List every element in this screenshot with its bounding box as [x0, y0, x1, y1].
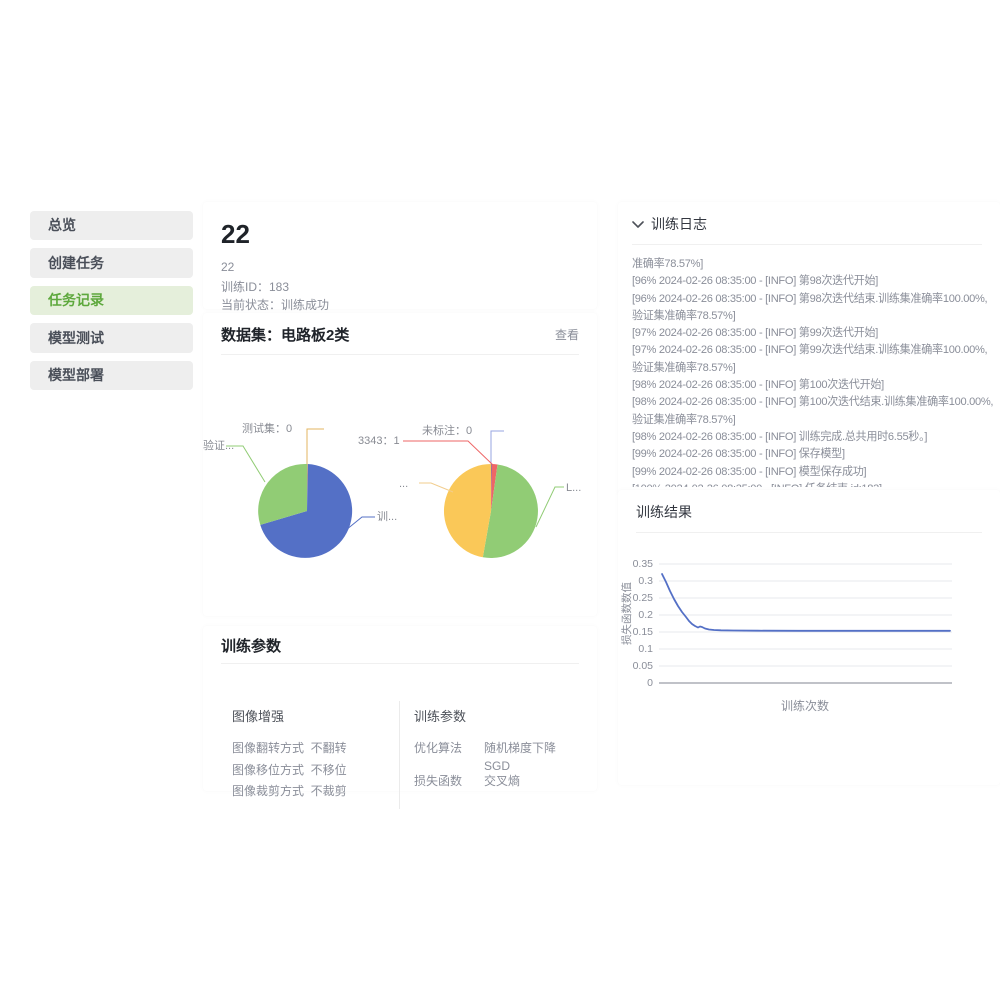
svg-text:训...: 训... [377, 510, 397, 523]
svg-text:0.05: 0.05 [633, 660, 654, 672]
svg-text:3343：1: 3343：1 [358, 435, 400, 447]
svg-text:损失函数数值: 损失函数数值 [620, 582, 633, 645]
svg-text:0: 0 [647, 677, 653, 689]
svg-text:0.1: 0.1 [638, 643, 653, 655]
svg-text:0.2: 0.2 [638, 609, 653, 621]
svg-text:0.15: 0.15 [633, 626, 654, 638]
svg-text:0.25: 0.25 [633, 592, 654, 604]
svg-text:未标注：0: 未标注：0 [422, 423, 472, 437]
svg-text:0.3: 0.3 [638, 575, 653, 587]
svg-text:L...: L... [566, 482, 581, 494]
svg-text:...: ... [399, 478, 408, 490]
svg-text:测试集：0: 测试集：0 [242, 421, 292, 435]
svg-text:验证...: 验证... [203, 438, 234, 452]
svg-text:训练次数: 训练次数 [781, 698, 829, 713]
svg-text:0.35: 0.35 [633, 558, 654, 570]
